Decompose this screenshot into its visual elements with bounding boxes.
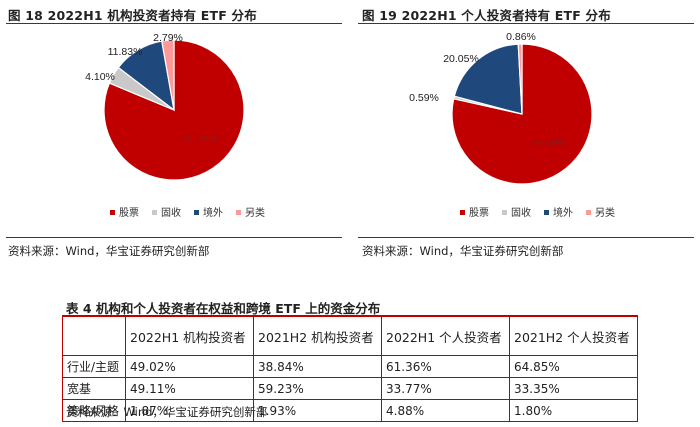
pie-charts-canvas: 81.28% 4.10% 11.83% 2.79% 股票 固收 境外 另类 78.50% 0.59… bbox=[85, 31, 615, 219]
legend-label: 固收 bbox=[161, 206, 181, 219]
table-cell: 49.02% bbox=[125, 355, 254, 378]
table-cell: 33.35% bbox=[509, 377, 638, 400]
source-rule-right bbox=[358, 237, 694, 238]
table-cell: 59.23% bbox=[253, 377, 382, 400]
pie-data-label: 4.10% bbox=[85, 71, 115, 83]
pie-data-label: 11.83% bbox=[108, 46, 143, 58]
legend-label: 境外 bbox=[203, 206, 223, 219]
pie-slice bbox=[161, 39, 175, 111]
table-row: 行业/主题 49.02% 38.84% 61.36% 64.85% bbox=[62, 355, 638, 378]
table-cell: 38.84% bbox=[253, 355, 382, 378]
legend-swatch bbox=[586, 210, 591, 215]
table-header-row: 2022H1 机构投资者 2021H2 机构投资者 2022H1 个人投资者 2… bbox=[62, 316, 638, 356]
pie-data-label: 20.05% bbox=[443, 53, 479, 65]
chart-title-right: 图 19 2022H1 个人投资者持有 ETF 分布 bbox=[362, 8, 611, 23]
etf-allocation-table: 2022H1 机构投资者 2021H2 机构投资者 2022H1 个人投资者 2… bbox=[62, 316, 638, 422]
legend-swatch bbox=[544, 210, 549, 215]
table-title: 表 4 机构和个人投资者在权益和跨境 ETF 上的资金分布 bbox=[66, 301, 381, 316]
chart-source-left: 资料来源：Wind，华宝证券研究创新部 bbox=[8, 244, 210, 258]
table-cell: 4.88% bbox=[381, 399, 510, 422]
title-rule-right bbox=[358, 23, 694, 24]
table-cell: 61.36% bbox=[381, 355, 510, 378]
table-cell: 宽基 bbox=[62, 377, 126, 400]
pie-data-label: 2.79% bbox=[153, 32, 183, 44]
legend-swatch bbox=[460, 210, 465, 215]
legend-label: 另类 bbox=[595, 206, 615, 219]
table-cell: 1.80% bbox=[509, 399, 638, 422]
legend-label: 境外 bbox=[553, 206, 573, 219]
table-header-cell: 2022H1 机构投资者 bbox=[125, 316, 254, 356]
table-cell: 33.77% bbox=[381, 377, 510, 400]
table-cell: 64.85% bbox=[509, 355, 638, 378]
legend-swatch bbox=[152, 210, 157, 215]
table-cell: 49.11% bbox=[125, 377, 254, 400]
legend-swatch bbox=[236, 210, 241, 215]
table-row: 宽基 49.11% 59.23% 33.77% 33.35% bbox=[62, 377, 638, 400]
source-rule-left bbox=[6, 237, 342, 238]
chart-source-right: 资料来源：Wind，华宝证券研究创新部 bbox=[362, 244, 564, 258]
table-header-cell: 2021H2 机构投资者 bbox=[253, 316, 382, 356]
table-cell: 1.93% bbox=[253, 399, 382, 422]
legend-label: 固收 bbox=[511, 206, 531, 219]
table-cell: 1.87% bbox=[125, 399, 254, 422]
table-header-cell: 2022H1 个人投资者 bbox=[381, 316, 510, 356]
legend-label: 股票 bbox=[119, 207, 139, 219]
table-cell: 行业/主题 bbox=[62, 355, 126, 378]
legend-swatch bbox=[194, 210, 199, 215]
pie-slice bbox=[453, 43, 523, 115]
legend-label: 股票 bbox=[469, 207, 489, 219]
pie-data-label: 0.86% bbox=[506, 31, 536, 43]
legend-swatch bbox=[110, 210, 115, 215]
table-row: 策略/风格 1.87% 1.93% 4.88% 1.80% bbox=[62, 399, 638, 422]
table-cell: 策略/风格 bbox=[62, 399, 126, 422]
legend-label: 另类 bbox=[245, 206, 265, 219]
title-rule-left bbox=[6, 23, 342, 24]
chart-title-left: 图 18 2022H1 机构投资者持有 ETF 分布 bbox=[8, 8, 257, 23]
pie-data-label: 78.50% bbox=[531, 137, 567, 149]
table-header-cell: 2021H2 个人投资者 bbox=[509, 316, 638, 356]
table-source: 资料来源：Wind，华宝证券研究创新部 bbox=[66, 405, 268, 419]
table-header-cell bbox=[62, 316, 126, 356]
pie-slice bbox=[517, 43, 523, 115]
pie-data-label: 0.59% bbox=[409, 92, 439, 104]
legend-swatch bbox=[502, 210, 507, 215]
pie-data-label: 81.28% bbox=[182, 133, 218, 145]
